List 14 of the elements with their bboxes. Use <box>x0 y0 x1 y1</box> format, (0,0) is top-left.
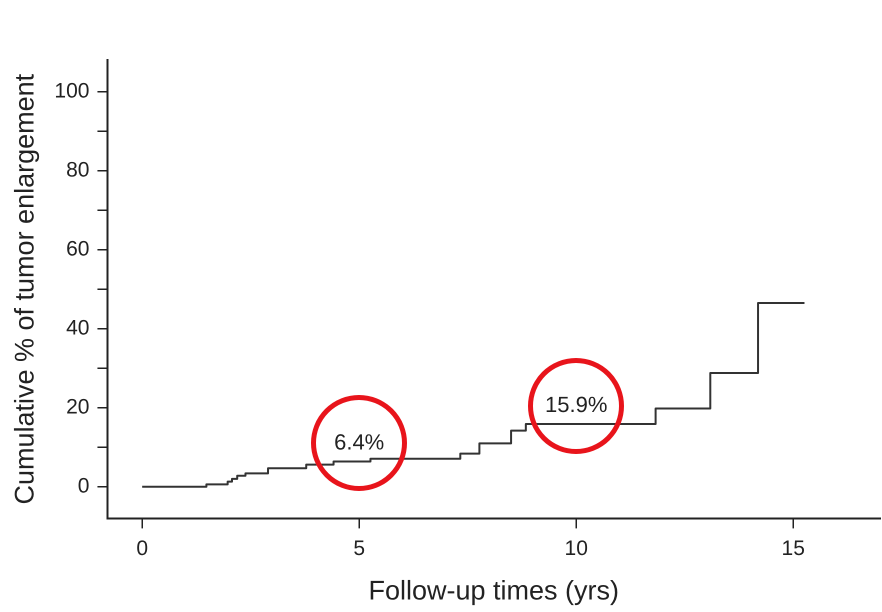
y-tick-label: 100 <box>54 79 90 102</box>
x-axis-title: Follow-up times (yrs) <box>368 575 619 606</box>
x-tick-label: 5 <box>353 536 366 560</box>
x-tick-label: 10 <box>564 536 588 560</box>
y-tick-label: 80 <box>66 158 90 182</box>
y-tick-label: 0 <box>78 474 90 498</box>
annotation: 15.9% <box>544 392 608 418</box>
y-axis-title: Cumulative % of tumor enlargement <box>10 73 40 505</box>
x-tick-label: 0 <box>136 536 148 560</box>
y-tick-label: 20 <box>66 396 90 419</box>
annotation: 6.4% <box>334 430 384 455</box>
x-tick-label: 15 <box>782 536 805 560</box>
y-tick-label: 40 <box>66 316 90 340</box>
y-tick-label: 60 <box>66 237 90 260</box>
